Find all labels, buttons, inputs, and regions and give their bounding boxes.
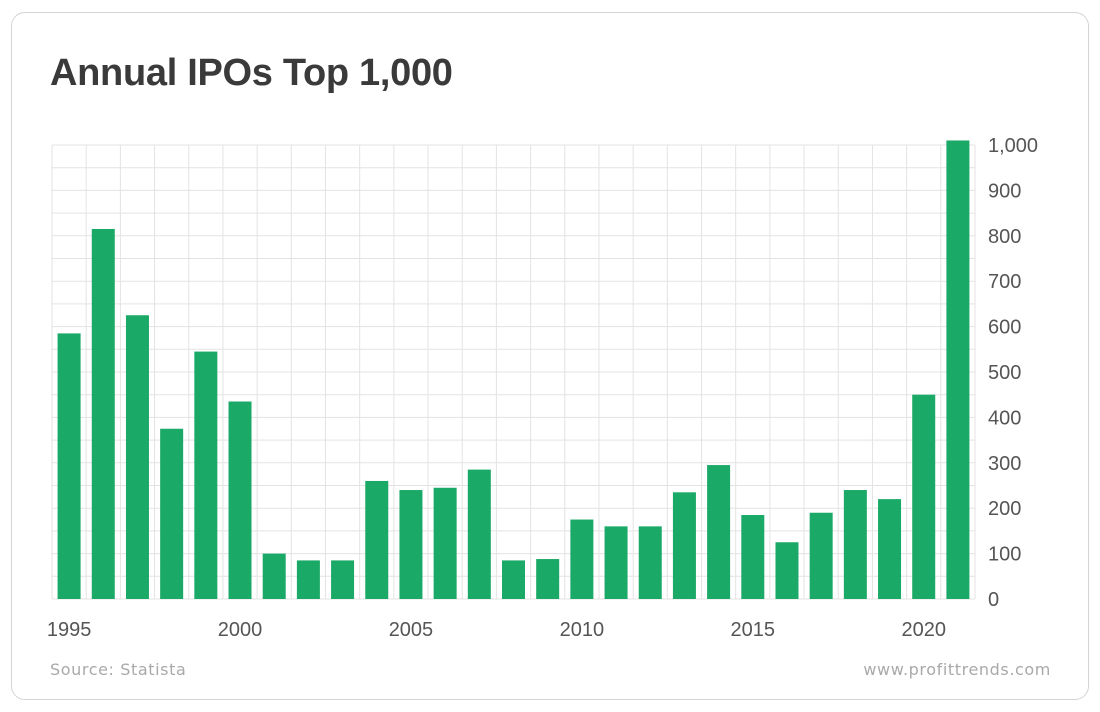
y-tick-label: 700	[988, 271, 1021, 293]
bar-2002	[296, 560, 320, 599]
bar-2018	[843, 490, 867, 599]
bar-1999	[194, 351, 218, 599]
bar-2010	[570, 519, 594, 599]
bar-2001	[262, 553, 286, 599]
bar-2009	[536, 559, 560, 599]
bar-2012	[638, 526, 662, 599]
bar-2019	[878, 499, 902, 599]
bars-layer	[57, 140, 970, 600]
bar-2020	[912, 394, 936, 599]
bar-1998	[160, 428, 184, 599]
bar-1997	[125, 315, 149, 599]
y-tick-label: 900	[988, 180, 1021, 202]
bar-2015	[741, 515, 765, 599]
source-note: Source: Statista	[50, 660, 187, 679]
bar-2008	[502, 560, 525, 599]
bar-1995	[57, 333, 81, 599]
x-tick-label: 2000	[218, 619, 263, 641]
x-tick-label: 2015	[731, 619, 776, 641]
x-tick-label: 2005	[389, 619, 434, 641]
bar-1996	[91, 228, 115, 600]
bar-2013	[672, 492, 696, 599]
bar-2000	[228, 401, 252, 599]
x-tick-label: 2010	[560, 619, 605, 641]
y-tick-label: 300	[988, 453, 1021, 475]
bar-2011	[604, 526, 628, 599]
bar-2003	[331, 560, 355, 599]
site-url: www.profittrends.com	[863, 660, 1051, 679]
y-tick-label: 200	[988, 498, 1021, 520]
y-tick-label: 1,000	[988, 135, 1038, 157]
bar-2007	[467, 469, 491, 599]
bar-2017	[809, 512, 833, 599]
bar-2006	[433, 487, 457, 599]
bar-2004	[365, 480, 389, 599]
bar-2005	[399, 490, 423, 599]
y-tick-label: 500	[988, 362, 1021, 384]
bar-2021	[946, 140, 970, 599]
bar-2016	[775, 542, 799, 599]
y-tick-label: 100	[988, 544, 1021, 566]
y-tick-label: 800	[988, 226, 1021, 248]
bar-2014	[707, 465, 731, 599]
chart-title: Annual IPOs Top 1,000	[50, 52, 453, 94]
y-tick-label: 0	[988, 589, 999, 611]
grid-layer	[51, 144, 976, 600]
y-axis-labels: 0 100 200 300 400 500 600 700 800 900 1,000	[988, 135, 1038, 611]
x-tick-label: 2020	[901, 619, 946, 641]
x-axis-labels: 1995 2000 2005 2010 2015 2020	[47, 619, 946, 641]
y-tick-label: 400	[988, 407, 1021, 429]
x-tick-label: 1995	[47, 619, 92, 641]
y-tick-label: 600	[988, 317, 1021, 339]
